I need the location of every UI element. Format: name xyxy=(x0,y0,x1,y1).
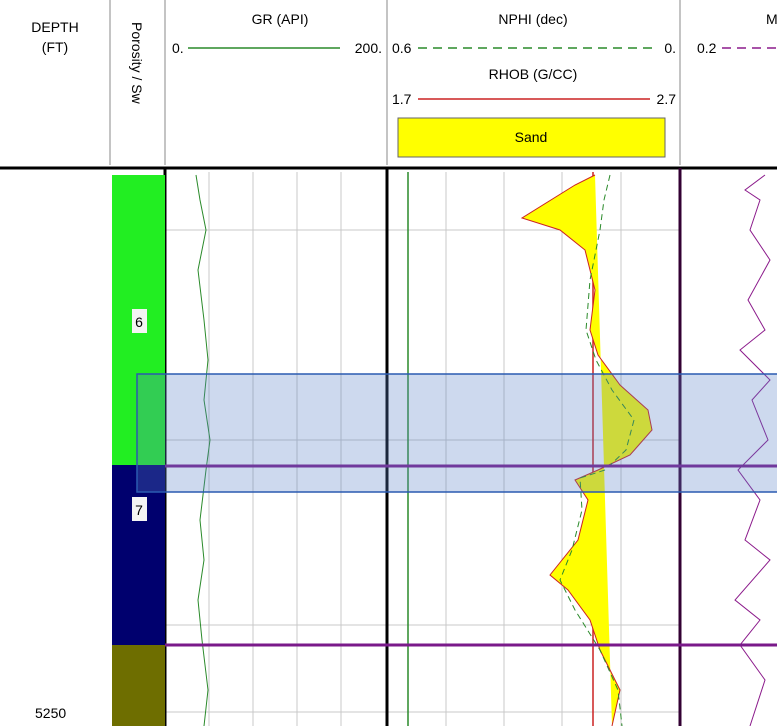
header-borders xyxy=(109,0,681,165)
rhob-left: 1.7 xyxy=(392,91,412,107)
gr-title: GR (API) xyxy=(252,11,309,27)
sand-legend-label: Sand xyxy=(515,129,548,145)
zone-track-title: Porosity / Sw xyxy=(129,22,145,105)
gr-left: 0. xyxy=(172,40,184,56)
next-track-title: M xyxy=(766,11,777,27)
gr-curve xyxy=(195,174,211,726)
zone-label: 7 xyxy=(135,502,143,518)
sand-legend xyxy=(397,117,666,158)
rhob-right: 2.7 xyxy=(657,91,677,107)
selection-rectangle[interactable] xyxy=(136,373,777,493)
nphi-left: 0.6 xyxy=(392,40,412,56)
depth-label: 5250 xyxy=(35,705,66,721)
zone-label-bg xyxy=(132,309,147,333)
nphi-title: NPHI (dec) xyxy=(498,11,567,27)
next-track-curve xyxy=(734,174,771,726)
nphi-curve xyxy=(559,174,635,726)
grid xyxy=(165,172,680,726)
zone-label: 6 xyxy=(135,314,143,330)
nphi-right: 0. xyxy=(664,40,676,56)
zone-label-bg xyxy=(132,497,147,521)
zone-block xyxy=(112,645,165,726)
depth-title: DEPTH xyxy=(31,19,78,35)
rhob-title: RHOB (G/CC) xyxy=(489,66,578,82)
depth-unit: (FT) xyxy=(42,39,68,55)
next-track-left: 0.2 xyxy=(697,40,717,56)
gr-right: 200. xyxy=(355,40,382,56)
zone-block xyxy=(112,465,165,645)
